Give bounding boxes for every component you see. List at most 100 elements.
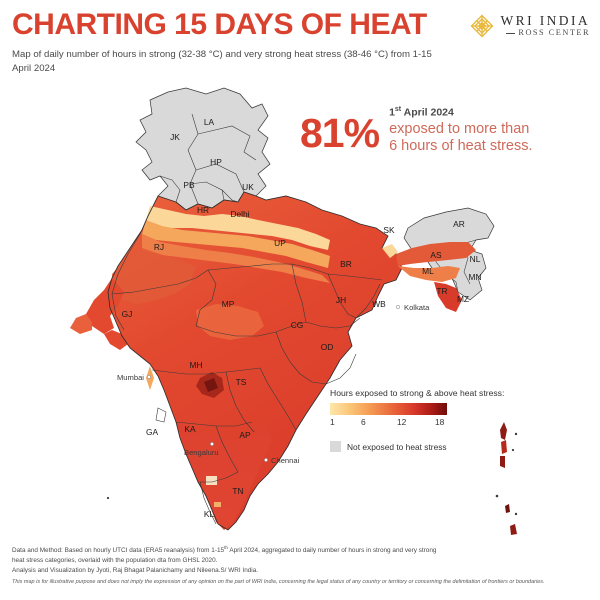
gujarat-lobe bbox=[86, 278, 124, 334]
state-label-PB: PB bbox=[183, 180, 195, 190]
state-label-CG: CG bbox=[291, 320, 304, 330]
stat-date: 1st April 2024 bbox=[389, 106, 532, 119]
light-cell-1 bbox=[206, 476, 217, 485]
state-label-KL: KL bbox=[204, 509, 215, 519]
state-label-MH: MH bbox=[189, 360, 202, 370]
footer-method-line1: Data and Method: Based on hourly UTCI da… bbox=[12, 545, 592, 556]
footer-method-sup: th bbox=[224, 545, 228, 550]
state-label-AS: AS bbox=[430, 250, 442, 260]
footer-credits: Analysis and Visualization by Jyoti, Raj… bbox=[12, 566, 259, 574]
state-label-UP: UP bbox=[274, 238, 286, 248]
state-label-MP: MP bbox=[222, 299, 235, 309]
legend-gradient-bar bbox=[330, 403, 447, 415]
legend-title: Hours exposed to strong & above heat str… bbox=[330, 388, 505, 398]
assam-valley-heat bbox=[396, 242, 476, 266]
city-dot-chennai bbox=[264, 458, 268, 462]
state-label-RJ: RJ bbox=[154, 242, 164, 252]
footer-method-b: April 2024, aggregated to daily number o… bbox=[227, 547, 437, 555]
legend-tick-1: 1 bbox=[330, 417, 335, 427]
north-fringe-deep bbox=[142, 234, 330, 283]
island-dot-2 bbox=[511, 448, 515, 452]
stat-date-month: April 2024 bbox=[401, 106, 454, 119]
island-car-nicobar bbox=[505, 504, 510, 513]
state-boundaries-mainland bbox=[111, 215, 383, 525]
state-label-OD: OD bbox=[321, 342, 334, 352]
state-label-ML: ML bbox=[422, 266, 434, 276]
logo-subname: ROSS CENTER bbox=[501, 29, 590, 38]
state-label-HR: HR bbox=[197, 205, 209, 215]
island-middle-andaman bbox=[501, 440, 507, 454]
north-fringe-orange bbox=[142, 220, 330, 268]
state-label-AP: AP bbox=[239, 430, 251, 440]
legend-no-data-label: Not exposed to heat stress bbox=[347, 441, 447, 452]
state-boundaries-north bbox=[159, 113, 257, 205]
island-south-andaman bbox=[500, 456, 505, 468]
state-label-MZ: MZ bbox=[457, 294, 469, 304]
legend-no-data-swatch bbox=[330, 441, 341, 452]
northeast-heat-band bbox=[382, 242, 476, 312]
legend-tick-6: 6 bbox=[361, 417, 366, 427]
page-subtitle: Map of daily number of hours in strong (… bbox=[12, 48, 432, 74]
city-label-kolkata: Kolkata bbox=[404, 303, 430, 312]
state-label-TN: TN bbox=[232, 486, 243, 496]
state-label-Delhi: Delhi bbox=[230, 209, 249, 219]
state-labels: LA JK HP PB UK HR Delhi RJ UP BR SK AR A… bbox=[122, 117, 482, 519]
map-svg: LA JK HP PB UK HR Delhi RJ UP BR SK AR A… bbox=[70, 87, 518, 535]
city-dot-kolkata bbox=[396, 305, 400, 309]
state-label-GJ: GJ bbox=[122, 309, 133, 319]
state-label-NL: NL bbox=[470, 254, 481, 264]
state-label-LA: LA bbox=[204, 117, 215, 127]
logo-name: WRI INDIA bbox=[500, 13, 590, 29]
state-label-JH: JH bbox=[336, 295, 346, 305]
heat-choropleth-mainland bbox=[70, 191, 403, 531]
state-label-AR: AR bbox=[453, 219, 465, 229]
legend-ticks: 1 6 12 18 bbox=[330, 417, 447, 430]
stat-description-line2: 6 hours of heat stress. bbox=[389, 137, 533, 154]
city-dot-mumbai bbox=[147, 375, 151, 379]
sikkim-fringe bbox=[382, 244, 398, 258]
state-label-GA: GA bbox=[146, 427, 159, 437]
meghalaya-heat bbox=[398, 266, 460, 282]
lakshadweep-dot bbox=[106, 496, 110, 500]
state-label-MN: MN bbox=[468, 272, 481, 282]
andaman-nicobar-islands bbox=[495, 422, 518, 535]
island-dot-4 bbox=[514, 512, 518, 516]
stat-date-ordinal: st bbox=[394, 106, 402, 113]
madhya-pradesh-shade bbox=[196, 304, 264, 340]
state-label-UK: UK bbox=[242, 182, 254, 192]
stat-description-line1: exposed to more than bbox=[389, 120, 530, 137]
footer-method-a: Data and Method: Based on hourly UTCI da… bbox=[12, 547, 225, 555]
footer-disclaimer: This map is for illustrative purpose and… bbox=[12, 579, 545, 586]
map-legend: Hours exposed to strong & above heat str… bbox=[330, 388, 530, 452]
state-label-WB: WB bbox=[372, 299, 386, 309]
light-cell-2 bbox=[214, 502, 221, 507]
state-label-HP: HP bbox=[210, 157, 222, 167]
kutch bbox=[70, 314, 92, 334]
legend-no-data: Not exposed to heat stress bbox=[330, 441, 530, 452]
state-label-TS: TS bbox=[236, 377, 247, 387]
island-nicobar bbox=[510, 524, 517, 535]
header: CHARTING 15 DAYS OF HEAT Map of daily nu… bbox=[12, 8, 588, 75]
island-north-andaman bbox=[500, 422, 507, 440]
footer: Data and Method: Based on hourly UTCI da… bbox=[12, 545, 592, 587]
stat-date-day: 1 bbox=[389, 106, 395, 119]
north-fringe-pale bbox=[146, 206, 330, 250]
legend-tick-18: 18 bbox=[435, 417, 445, 427]
tripura-mizoram-heat bbox=[434, 282, 462, 312]
footer-method-line2: heat stress categories, overlaid with th… bbox=[12, 556, 218, 564]
island-dot-3 bbox=[495, 494, 499, 498]
city-labels: Kolkata Mumbai Chennai Bengaluru bbox=[117, 303, 430, 465]
city-label-chennai: Chennai bbox=[271, 456, 300, 465]
wri-diamond-lattice-icon bbox=[470, 14, 493, 38]
page-title: CHARTING 15 DAYS OF HEAT bbox=[12, 8, 427, 41]
rajasthan-shade bbox=[112, 248, 196, 304]
logo-rule bbox=[506, 33, 516, 35]
stat-callout: 81% 1st April 2024 exposed to more than … bbox=[300, 104, 533, 155]
legend-tick-12: 12 bbox=[397, 417, 407, 427]
india-heat-stress-map: LA JK HP PB UK HR Delhi RJ UP BR SK AR A… bbox=[0, 78, 600, 538]
south-peninsula bbox=[176, 422, 272, 530]
city-label-mumbai: Mumbai bbox=[117, 373, 144, 382]
city-dot-bengaluru bbox=[210, 442, 214, 446]
state-label-KA: KA bbox=[184, 424, 196, 434]
